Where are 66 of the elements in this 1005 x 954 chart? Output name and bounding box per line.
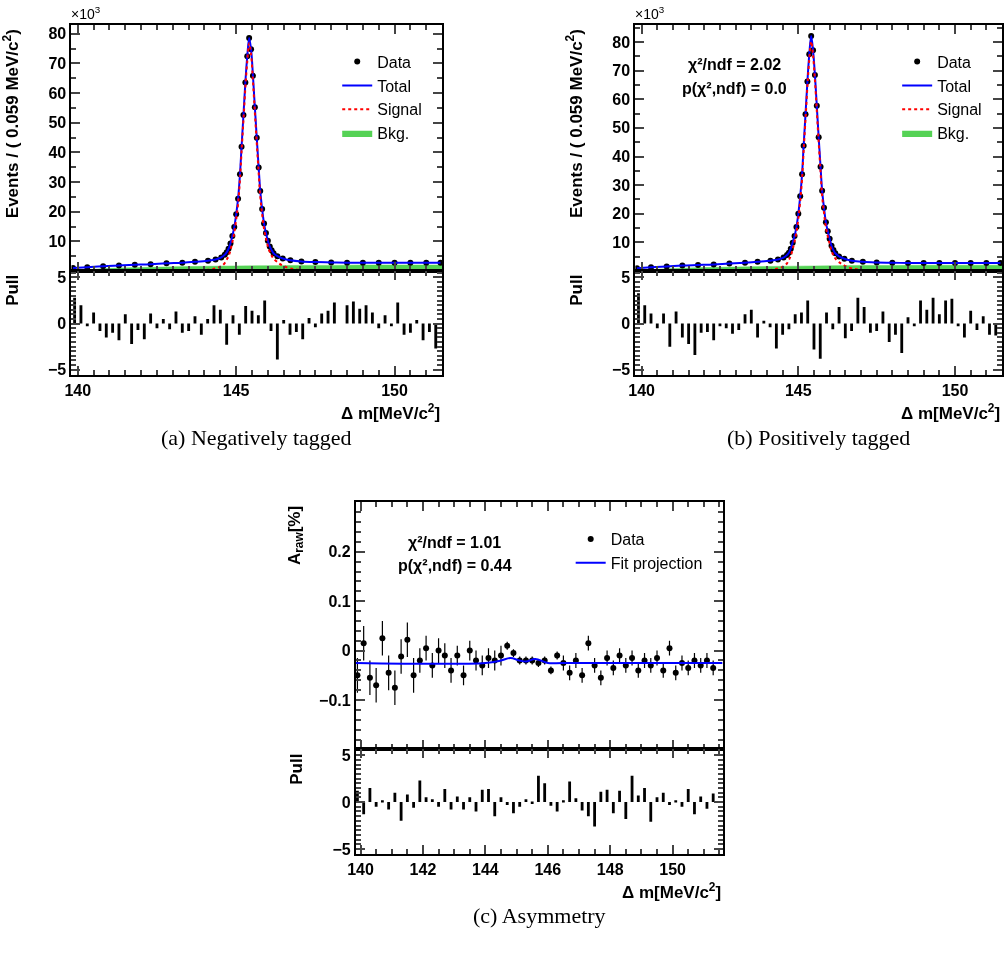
y-tick-label: 50 bbox=[612, 119, 631, 137]
legend-label: Data bbox=[937, 53, 972, 71]
text: (a) Negatively tagged bbox=[161, 425, 352, 450]
legend-label: Fit projection bbox=[610, 555, 703, 573]
y-tick-label: 0 bbox=[341, 793, 351, 811]
y-tick-label: 40 bbox=[612, 148, 631, 166]
x-axis-title: Δ m[MeV/c$^{2}$] bbox=[901, 401, 1001, 424]
chart-subtitle: ×10$^{3}$ bbox=[71, 4, 101, 22]
y-tick-label: 80 bbox=[48, 25, 67, 43]
x-tick-label: 148 bbox=[596, 860, 624, 878]
y-tick-label: 5 bbox=[341, 746, 351, 764]
y-tick-label: 0.1 bbox=[328, 592, 351, 610]
y-axis-title: Pull bbox=[566, 274, 586, 306]
y-tick-label: 10 bbox=[48, 232, 67, 250]
y-tick-label: −0.1 bbox=[319, 691, 351, 709]
y-tick-label: 70 bbox=[48, 55, 67, 72]
y-axis-title: Pull bbox=[286, 753, 306, 785]
y-tick-label: 70 bbox=[612, 62, 631, 80]
annotation: χ²/ndf = 1.01 bbox=[408, 534, 502, 551]
annotation: χ²/ndf = 2.02 bbox=[688, 56, 782, 73]
y-tick-label: 5 bbox=[57, 269, 67, 287]
y-tick-label: 5 bbox=[621, 269, 631, 287]
legend-label: Data bbox=[377, 53, 412, 71]
y-tick-label: 20 bbox=[612, 205, 631, 223]
x-tick-label: 140 bbox=[64, 382, 92, 400]
annotation: p(χ²,ndf) = 0.0 bbox=[682, 80, 787, 97]
y-tick-label: −5 bbox=[47, 361, 67, 379]
y-tick-label: 0 bbox=[57, 315, 67, 333]
x-tick-label: 140 bbox=[347, 860, 374, 878]
text: (c) Asymmetry bbox=[473, 903, 606, 928]
y-tick-label: 20 bbox=[48, 203, 67, 221]
x-tick-label: 145 bbox=[222, 382, 250, 400]
legend-label: Signal bbox=[937, 101, 982, 119]
legend-label: Signal bbox=[377, 101, 422, 119]
y-tick-label: 60 bbox=[48, 84, 67, 102]
x-axis-title: Δ m[MeV/c$^{2}$] bbox=[341, 401, 441, 424]
x-tick-label: 150 bbox=[941, 382, 969, 400]
chart-subtitle: ×10$^{3}$ bbox=[635, 4, 665, 22]
y-tick-label: 40 bbox=[48, 143, 67, 161]
legend-label: Bkg. bbox=[937, 125, 970, 143]
y-tick-label: 10 bbox=[612, 233, 631, 251]
x-tick-label: 150 bbox=[659, 860, 687, 878]
y-tick-label: 30 bbox=[48, 173, 67, 191]
y-axis-title: Pull bbox=[2, 274, 22, 306]
legend-label: Data bbox=[610, 531, 645, 549]
annotation: p(χ²,ndf) = 0.44 bbox=[398, 557, 512, 574]
legend-label: Total bbox=[937, 77, 971, 95]
y-tick-label: 0 bbox=[621, 315, 631, 333]
x-tick-label: 145 bbox=[784, 382, 812, 400]
y-tick-label: 80 bbox=[612, 33, 631, 51]
legend-label: Total bbox=[377, 77, 412, 95]
x-tick-label: 146 bbox=[534, 860, 562, 878]
text: (b) Positively tagged bbox=[727, 425, 911, 450]
x-tick-label: 142 bbox=[409, 860, 437, 878]
y-tick-label: 60 bbox=[612, 90, 631, 108]
y-tick-label: 0.2 bbox=[328, 543, 351, 561]
y-tick-label: 30 bbox=[612, 176, 631, 194]
y-tick-label: 0 bbox=[341, 642, 351, 660]
x-axis-title: Δ m[MeV/c$^{2}$] bbox=[622, 880, 722, 903]
x-tick-label: 144 bbox=[472, 860, 499, 878]
y-tick-label: −5 bbox=[611, 361, 631, 379]
x-tick-label: 140 bbox=[628, 382, 656, 400]
legend-label: Bkg. bbox=[377, 125, 410, 143]
x-tick-label: 150 bbox=[381, 382, 409, 400]
y-tick-label: 50 bbox=[48, 114, 67, 132]
y-tick-label: −5 bbox=[332, 840, 351, 858]
